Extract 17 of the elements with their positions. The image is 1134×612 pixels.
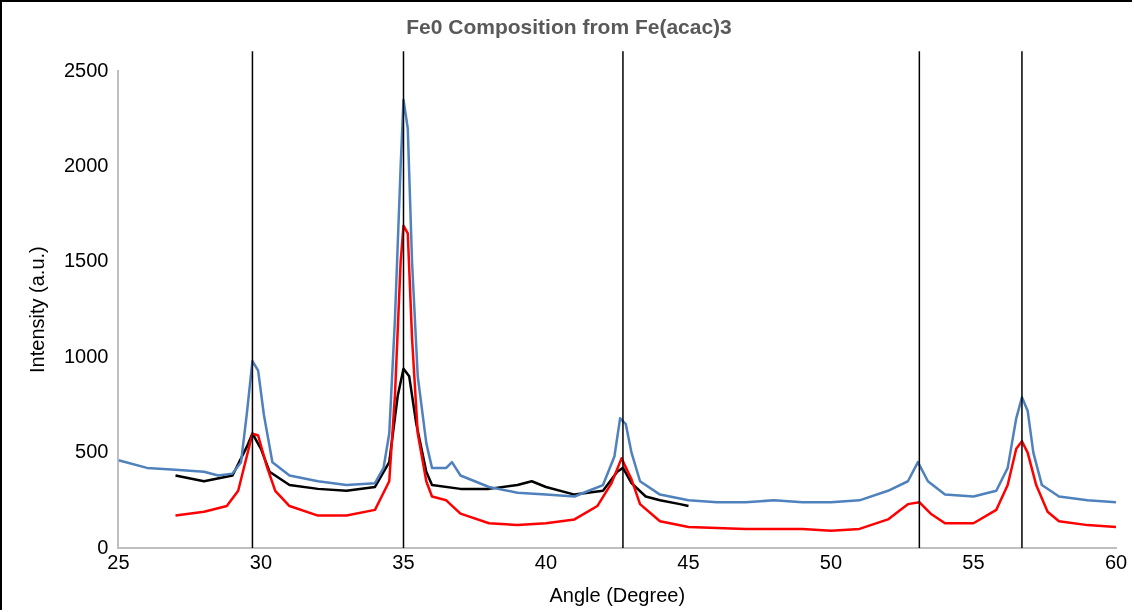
x-tick-label: 45 [677,550,700,573]
x-axis-title: Angle (Degree) [549,583,686,606]
y-axis-title: Intensity (a.u.) [25,246,48,373]
x-tick-label: 25 [107,550,130,573]
x-tick-label: 55 [962,550,985,573]
x-tick-label: 50 [819,550,843,573]
y-tick-label: 1000 [63,344,109,367]
chart-title: Fe0 Composition from Fe(acac)3 [406,15,732,39]
x-tick-label: 60 [1104,550,1128,573]
x-tick-label: 40 [534,550,558,573]
y-tick-label: 0 [97,535,109,558]
y-tick-label: 1500 [63,249,109,272]
y-tick-label: 500 [75,440,109,463]
x-tick-label: 30 [249,550,273,573]
y-tick-label: 2000 [63,154,109,177]
x-tick-label: 35 [392,550,415,573]
y-tick-label: 2500 [63,58,109,81]
